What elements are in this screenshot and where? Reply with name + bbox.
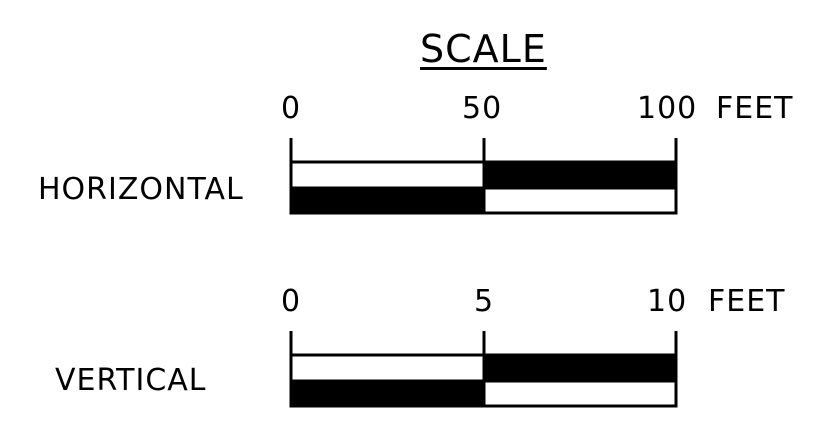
horizontal-unit: FEET [716, 91, 794, 126]
vertical-tick-10: 10 [647, 284, 688, 319]
horizontal-segment-top-left [289, 160, 486, 190]
vertical-segment-top-left [289, 353, 486, 383]
vertical-segment-bottom-right [482, 379, 678, 408]
horizontal-segment-bottom-left [289, 186, 486, 215]
scale-title: SCALE [420, 27, 547, 71]
vertical-label: VERTICAL [55, 363, 207, 398]
horizontal-scale-bar [289, 138, 678, 215]
vertical-scale-bar [289, 331, 678, 408]
vertical-tick-5: 5 [474, 284, 495, 319]
vertical-segment-bottom-left [289, 379, 486, 408]
horizontal-tick-50: 50 [462, 91, 503, 126]
horizontal-segment-top-right [482, 160, 678, 190]
horizontal-segment-bottom-right [482, 186, 678, 215]
horizontal-tick-0: 0 [281, 91, 302, 126]
vertical-segment-top-right [482, 353, 678, 383]
horizontal-label: HORIZONTAL [38, 172, 244, 207]
vertical-unit: FEET [708, 284, 786, 319]
horizontal-tick-100: 100 [637, 91, 698, 126]
vertical-tick-0: 0 [281, 284, 302, 319]
